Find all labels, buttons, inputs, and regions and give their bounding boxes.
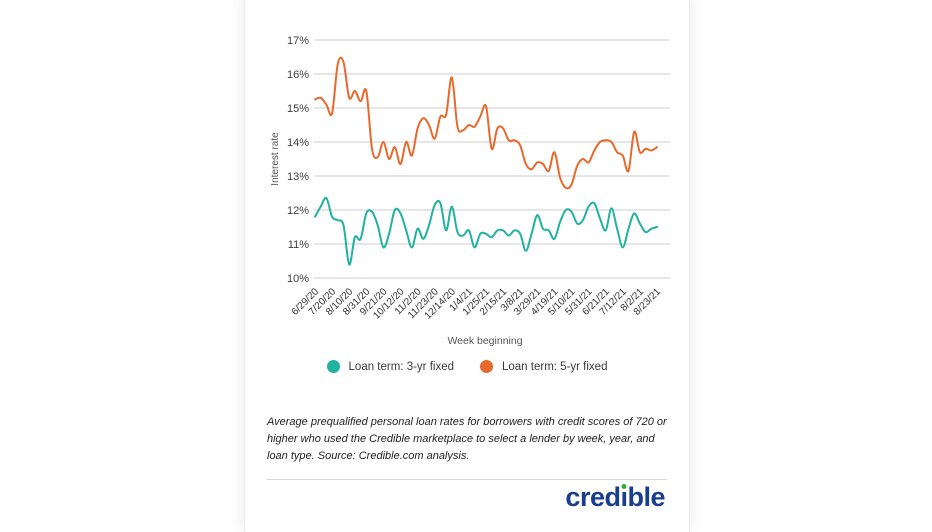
- logo-text: ble: [627, 482, 665, 512]
- x-axis-title: Week beginning: [447, 335, 522, 347]
- legend-item-5yr: Loan term: 5-yr fixed: [480, 360, 607, 373]
- y-tick-label: 15%: [287, 103, 309, 115]
- logo-letter-i: ı: [620, 482, 628, 512]
- chart-card: 17% 16% 15% 14% 13% 12% 11% 10% Interest rate 6/2…: [244, 0, 690, 532]
- chart-caption: Average prequalified personal loan rates…: [267, 416, 667, 463]
- loan-rates-line-chart: 17%16%15%14%13%12%11%10%Interest rate6/2…: [270, 35, 670, 347]
- y-tick-label: 17%: [287, 35, 309, 47]
- logo-i-dot-icon: [621, 483, 627, 489]
- y-tick-label: 13%: [287, 171, 309, 183]
- legend-dot-5yr-icon: [480, 360, 493, 373]
- credible-logo: credı ble: [565, 482, 665, 513]
- chart-legend: Loan term: 3-yr fixed Loan term: 5-yr fi…: [245, 360, 689, 373]
- y-axis-title: Interest rate: [270, 132, 281, 186]
- y-tick-label: 14%: [287, 137, 309, 149]
- y-tick-label: 12%: [287, 205, 309, 217]
- legend-dot-3yr-icon: [326, 360, 340, 373]
- y-tick-label: 11%: [288, 239, 309, 251]
- legend-label-3yr: Loan term: 3-yr fixed: [348, 360, 454, 373]
- legend-label-5yr: Loan term: 5-yr fixed: [502, 360, 608, 373]
- series-line-5yr-fixed: [314, 56, 658, 190]
- y-tick-label: 10%: [287, 273, 309, 285]
- y-tick-label: 16%: [287, 69, 309, 81]
- footer-divider: [267, 479, 667, 480]
- legend-item-3yr: Loan term: 3-yr fixed: [326, 360, 454, 373]
- series-line-3yr-fixed: [314, 196, 658, 266]
- logo-text: cred: [565, 482, 621, 512]
